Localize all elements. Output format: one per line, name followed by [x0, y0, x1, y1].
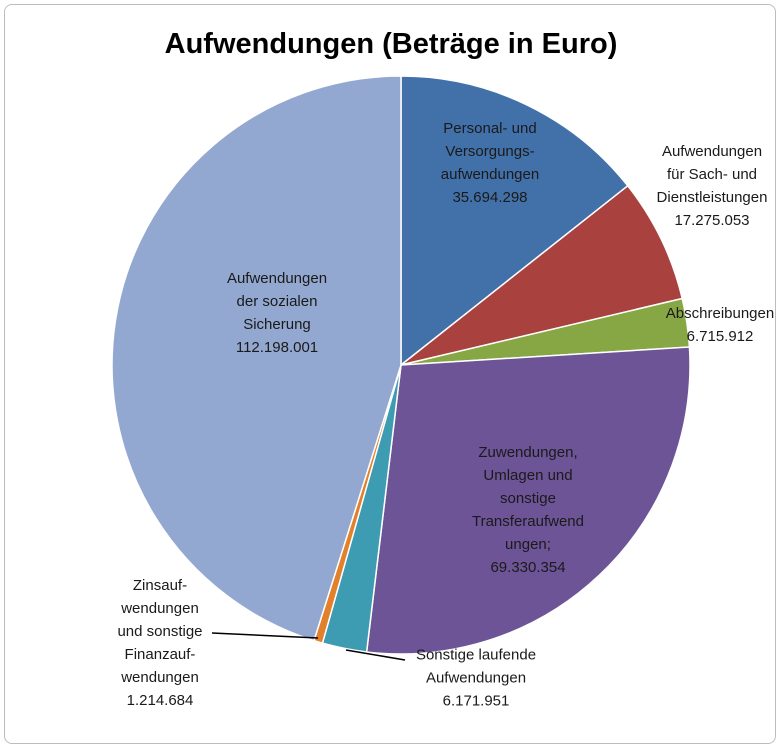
value-label: 112.198.001 [235, 339, 319, 356]
data-label: Personal- und Versorgungs- aufwendungen 3… [441, 117, 539, 209]
leader-line [211, 632, 319, 639]
category-label: Sonstige laufende Aufwendungen [415, 646, 537, 687]
data-label: Aufwendungen für Sach- und Dienstleistun… [657, 140, 768, 232]
category-label: Aufwendungen für Sach- und Dienstleistun… [656, 143, 768, 206]
value-label: 17.275.053 [674, 212, 750, 229]
pie-slice [365, 346, 691, 655]
value-label: 69.330.354 [490, 559, 566, 576]
data-label: Zuwendungen, Umlagen und sonstige Transf… [472, 441, 584, 579]
category-label: Abschreibungen [665, 305, 775, 322]
value-label: 6.171.951 [442, 692, 510, 710]
data-label: Abschreibungen 6.715.912 [666, 302, 774, 348]
data-label: Aufwendungen der sozialen Sicherung 112.1… [227, 267, 327, 359]
value-label: 1.214.684 [126, 692, 194, 709]
data-label: Sonstige laufende Aufwendungen 6.171.951 [416, 644, 536, 713]
category-label: Aufwendungen der sozialen Sicherung [226, 270, 328, 333]
pie-slice [111, 75, 402, 642]
pie-slice [400, 75, 629, 367]
value-label: 6.715.912 [686, 328, 754, 345]
pie-slice [400, 184, 684, 366]
chart-title: Aufwendungen (Beträge in Euro) [164, 28, 618, 60]
data-label: Zinsauf- wendungen und sonstige Finanzau… [117, 574, 202, 712]
value-label: 35.694.298 [452, 189, 528, 206]
category-label: Zinsauf- wendungen und sonstige Finanzau… [117, 577, 203, 686]
category-label: Zuwendungen, Umlagen und sonstige Transf… [471, 444, 585, 553]
category-label: Personal- und Versorgungs- aufwendungen [440, 120, 540, 183]
page: {"chart_data": {"type": "pie", "title": … [4, 4, 776, 744]
chart [111, 75, 691, 661]
leader-line [345, 649, 406, 661]
